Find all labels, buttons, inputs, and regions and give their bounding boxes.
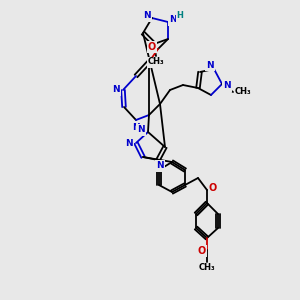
Text: N: N — [137, 125, 145, 134]
Text: N: N — [112, 85, 120, 94]
Text: N: N — [223, 82, 231, 91]
Text: N: N — [206, 61, 214, 70]
Text: N: N — [125, 139, 133, 148]
Text: N: N — [143, 11, 151, 20]
Text: N: N — [156, 161, 164, 170]
Text: O: O — [209, 183, 217, 193]
Text: O: O — [198, 246, 206, 256]
Text: CH₃: CH₃ — [199, 263, 215, 272]
Text: N: N — [132, 122, 140, 131]
Text: CH₃: CH₃ — [148, 58, 164, 67]
Text: O: O — [148, 42, 156, 52]
Text: H: H — [177, 11, 183, 20]
Text: N: N — [169, 16, 177, 25]
Text: CH₃: CH₃ — [235, 88, 251, 97]
